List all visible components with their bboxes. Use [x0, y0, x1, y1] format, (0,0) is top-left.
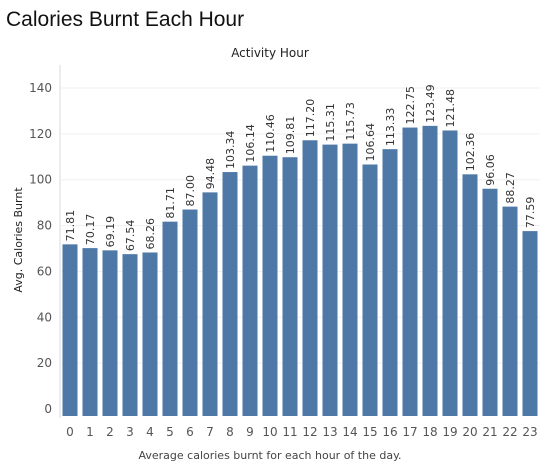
data-label: 123.49 [424, 84, 437, 123]
x-tick-label: 4 [146, 425, 154, 439]
bar-hour-2[interactable] [102, 250, 118, 416]
y-tick-label: 0 [44, 402, 52, 416]
data-label: 67.54 [124, 220, 137, 252]
bar-hour-17[interactable] [402, 127, 418, 416]
bar-hour-11[interactable] [282, 157, 298, 416]
bar-hour-4[interactable] [142, 252, 158, 416]
data-label: 96.06 [484, 154, 497, 186]
x-tick-label: 16 [382, 425, 397, 439]
bar-hour-12[interactable] [302, 140, 318, 416]
x-tick-label: 22 [502, 425, 517, 439]
x-tick-label: 13 [322, 425, 337, 439]
x-tick-label: 14 [342, 425, 357, 439]
x-tick-label: 20 [462, 425, 477, 439]
bar-hour-10[interactable] [262, 155, 278, 416]
data-label: 103.34 [224, 131, 237, 170]
bar-hour-16[interactable] [382, 149, 398, 416]
y-tick-label: 60 [37, 264, 52, 278]
data-label: 110.46 [264, 114, 277, 153]
bar-hour-8[interactable] [222, 172, 238, 416]
data-label: 71.81 [64, 210, 77, 242]
data-label: 69.19 [104, 216, 117, 248]
x-tick-label: 11 [282, 425, 297, 439]
y-tick-label: 120 [29, 127, 52, 141]
x-tick-label: 1 [86, 425, 94, 439]
data-label: 68.26 [144, 218, 157, 250]
data-label: 113.33 [384, 108, 397, 147]
data-label: 87.00 [184, 175, 197, 207]
x-tick-label: 21 [482, 425, 497, 439]
x-tick-label: 10 [262, 425, 277, 439]
bar-hour-22[interactable] [502, 206, 518, 416]
bar-hour-15[interactable] [362, 164, 378, 416]
bar-hour-14[interactable] [342, 143, 358, 416]
x-tick-label: 12 [302, 425, 317, 439]
data-label: 109.81 [284, 116, 297, 155]
bar-hour-9[interactable] [242, 165, 258, 416]
data-label: 81.71 [164, 187, 177, 219]
y-tick-label: 20 [37, 356, 52, 370]
x-tick-label: 17 [402, 425, 417, 439]
y-tick-label: 40 [37, 310, 52, 324]
x-tick-label: 6 [186, 425, 194, 439]
chart-title: Activity Hour [231, 46, 309, 60]
data-label: 122.75 [404, 86, 417, 125]
data-label: 115.31 [324, 103, 337, 142]
data-label: 115.73 [344, 102, 357, 141]
bar-hour-6[interactable] [182, 209, 198, 416]
x-tick-label: 23 [522, 425, 537, 439]
x-axis-label: Average calories burnt for each hour of … [138, 449, 402, 462]
y-tick-label: 100 [29, 173, 52, 187]
x-tick-label: 15 [362, 425, 377, 439]
bar-hour-19[interactable] [442, 130, 458, 416]
data-label: 121.48 [444, 89, 457, 128]
x-tick-label: 19 [442, 425, 457, 439]
bar-hour-0[interactable] [62, 244, 78, 416]
x-tick-label: 0 [66, 425, 74, 439]
bar-hour-18[interactable] [422, 125, 438, 416]
x-tick-label: 7 [206, 425, 214, 439]
data-label: 106.64 [364, 123, 377, 162]
bar-hour-13[interactable] [322, 144, 338, 416]
data-label: 106.14 [244, 124, 257, 163]
y-tick-label: 140 [29, 81, 52, 95]
x-tick-label: 3 [126, 425, 134, 439]
bar-hour-3[interactable] [122, 254, 138, 416]
bar-hour-1[interactable] [82, 248, 98, 416]
bar-hour-21[interactable] [482, 188, 498, 416]
page-title: Calories Burnt Each Hour [6, 8, 245, 31]
y-tick-label: 80 [37, 219, 52, 233]
data-label: 102.36 [464, 133, 477, 172]
data-label: 117.20 [304, 99, 317, 138]
x-tick-label: 2 [106, 425, 114, 439]
bar-hour-7[interactable] [202, 192, 218, 416]
data-label: 70.17 [84, 214, 97, 246]
bar-hour-23[interactable] [522, 231, 538, 416]
x-tick-label: 9 [246, 425, 254, 439]
x-tick-label: 8 [226, 425, 234, 439]
data-label: 94.48 [204, 158, 217, 190]
x-tick-label: 5 [166, 425, 174, 439]
data-label: 77.59 [524, 197, 537, 229]
bar-hour-5[interactable] [162, 221, 178, 416]
bar-hour-20[interactable] [462, 174, 478, 416]
y-axis-label: Avg. Calories Burnt [12, 187, 25, 293]
x-tick-label: 18 [422, 425, 437, 439]
data-label: 88.27 [504, 172, 517, 204]
